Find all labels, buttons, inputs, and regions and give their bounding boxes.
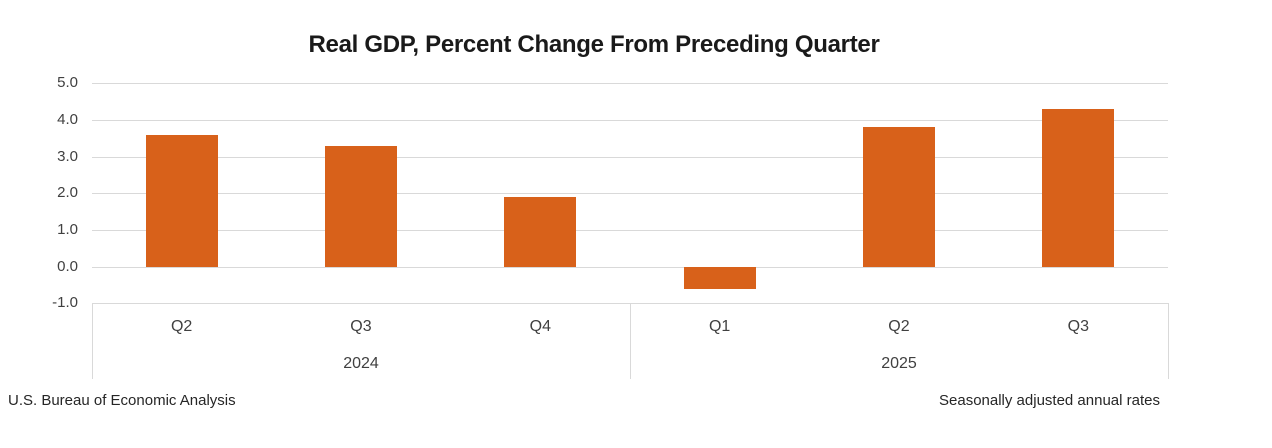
gridline (92, 156, 1168, 158)
gridline (92, 83, 1168, 85)
source-attribution: U.S. Bureau of Economic Analysis (8, 392, 236, 409)
year-group-label: 2025 (881, 355, 917, 372)
y-axis-tick-label: 4.0 (57, 111, 78, 128)
gridline (92, 193, 1168, 195)
y-axis-tick-label: -1.0 (52, 294, 78, 312)
bar-q4-2024 (504, 197, 577, 267)
gridline (92, 266, 1168, 268)
year-group-label: 2024 (343, 355, 379, 372)
bar-q3-2025 (1042, 109, 1115, 267)
x-axis-category-label: Q2 (888, 318, 910, 335)
x-axis-category-label: Q3 (1067, 318, 1089, 335)
adjustment-note: Seasonally adjusted annual rates (939, 392, 1160, 409)
y-axis-tick-label: 5.0 (57, 74, 78, 92)
y-axis-tick-label: 3.0 (57, 147, 78, 165)
gridline (92, 120, 1168, 121)
axis-divider (629, 303, 631, 379)
x-axis-category-label: Q3 (350, 318, 372, 335)
y-axis-tick-label: 2.0 (57, 184, 78, 202)
x-axis-category-label: Q4 (529, 318, 551, 335)
axis-divider (1167, 303, 1169, 379)
x-axis-category-label: Q1 (708, 318, 731, 335)
bar-q1-2025 (683, 266, 756, 289)
gridline (92, 230, 1168, 231)
bar-q2-2025 (863, 127, 935, 267)
chart-title: Real GDP, Percent Change From Preceding … (308, 31, 880, 58)
bar-q3-2024 (325, 145, 397, 267)
axis-divider (91, 303, 93, 379)
y-axis-tick-label: 0.0 (57, 257, 78, 275)
y-axis-tick-label: 1.0 (57, 221, 78, 238)
bar-q2-2024 (145, 134, 218, 267)
x-axis-category-label: Q2 (170, 318, 193, 335)
